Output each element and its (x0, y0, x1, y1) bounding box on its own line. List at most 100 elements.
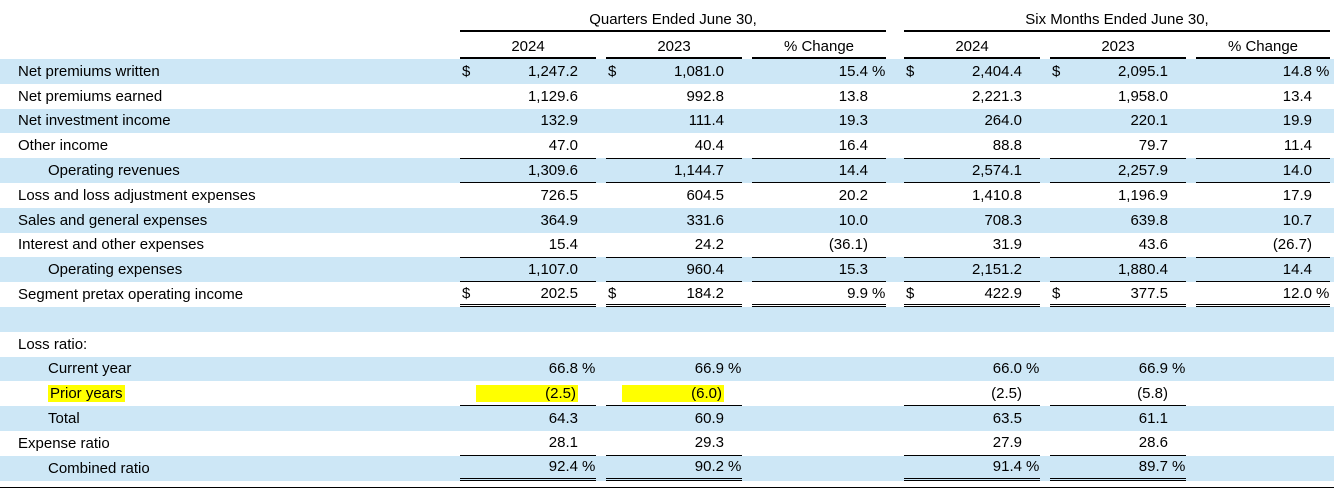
segment-pretax-operating-income-label-text: Segment pretax operating income (18, 286, 244, 304)
cell-value: 28.6 (1138, 434, 1168, 452)
loss-ratio-prior-years-q2023: (6.0) (606, 381, 742, 407)
cell-value: 960.4 (686, 261, 724, 279)
dollar-sign: $ (608, 284, 617, 302)
expense-ratio-s2024: 27.9 (904, 431, 1040, 456)
expense-ratio-q2024: 28.1 (460, 431, 596, 456)
cell-value: 1,958.0 (1117, 87, 1168, 105)
col-header-s-pct-change: % Change (1196, 32, 1330, 59)
percent-sign: % (1316, 62, 1330, 80)
col-header-s-2024: 2024 (904, 32, 1040, 59)
net-investment-income-q2023: 111.4 (606, 109, 742, 134)
operating-expenses-q2024: 1,107.0 (460, 257, 596, 283)
sales-and-general-expenses-s2024: 708.3 (904, 208, 1040, 233)
row-combined-ratio: Combined ratio 92.4% 90.2% 91.4% 89.7% (0, 455, 1334, 481)
loss-ratio-prior-years-q-pct-change (752, 381, 886, 406)
cell-value: 111.4 (688, 112, 724, 130)
percent-sign: % (728, 458, 742, 476)
percent-sign: % (1316, 284, 1330, 302)
operating-revenues-q2023: 1,144.7 (606, 158, 742, 183)
row-operating-revenues: Operating revenues 1,309.6 1,144.7 14.4 2,57… (0, 158, 1334, 183)
loss-ratio-current-year-s-pct-change (1196, 357, 1330, 382)
bottom-rule (0, 486, 1334, 488)
interest-and-other-expenses-label: Interest and other expenses (0, 233, 460, 258)
segment-pretax-operating-income-s2024: $422.9 (904, 282, 1040, 307)
cell-value: 11.4 (1283, 137, 1312, 155)
net-investment-income-label-text: Net investment income (18, 112, 171, 130)
col-header-q-2023: 2023 (606, 32, 742, 59)
cell-value: 92.4 (548, 458, 578, 476)
cell-value: 47.0 (548, 137, 578, 155)
table-header-groups: Quarters Ended June 30, Six Months Ended… (0, 3, 1334, 32)
cell-value: 264.0 (984, 112, 1022, 130)
net-premiums-written-label-text: Net premiums written (18, 62, 160, 80)
col-header-s-2023: 2023 (1050, 32, 1186, 59)
cell-value: 132.9 (540, 112, 578, 130)
other-income-label: Other income (0, 133, 460, 158)
cell-value: 60.9 (694, 410, 724, 428)
other-income-s2023: 79.7 (1050, 133, 1186, 158)
cell-value: 15.4 (838, 62, 868, 80)
operating-revenues-s-pct-change: 14.0 (1196, 158, 1330, 183)
loss-and-loss-adjustment-expenses-q-pct-change: 20.2 (752, 183, 886, 208)
cell-value: 10.7 (1282, 211, 1312, 229)
cell-value: (6.0) (622, 384, 724, 402)
operating-expenses-s2024: 2,151.2 (904, 257, 1040, 283)
loss-ratio-prior-years-q2024: (2.5) (460, 381, 596, 407)
net-premiums-earned-s2023: 1,958.0 (1050, 84, 1186, 109)
loss-ratio-total-s-pct-change (1196, 406, 1330, 431)
net-investment-income-s2023: 220.1 (1050, 109, 1186, 134)
row-spacer (0, 306, 1334, 332)
cell-value: 13.8 (838, 87, 868, 105)
operating-revenues-label: Operating revenues (0, 158, 460, 183)
dollar-sign: $ (1052, 284, 1061, 302)
dollar-sign: $ (1052, 62, 1061, 80)
cell-value: 604.5 (686, 186, 724, 204)
row-sales-and-general-expenses: Sales and general expenses 364.9 331.6 10.0… (0, 207, 1334, 233)
operating-revenues-label-text: Operating revenues (48, 162, 180, 180)
cell-value: 40.4 (694, 137, 724, 155)
combined-ratio-s2024: 91.4% (904, 456, 1040, 481)
cell-value: (2.5) (476, 384, 578, 402)
net-investment-income-s-pct-change: 19.9 (1196, 109, 1330, 134)
cell-value: 2,151.2 (971, 261, 1022, 279)
cell-value: (5.8) (1137, 384, 1168, 402)
other-income-s-pct-change: 11.4 (1196, 133, 1330, 158)
sales-and-general-expenses-q-pct-change: 10.0 (752, 208, 886, 233)
spacer-label (0, 307, 460, 332)
loss-ratio-prior-years-s2023: (5.8) (1050, 381, 1186, 407)
interest-and-other-expenses-q2024: 15.4 (460, 233, 596, 258)
interest-and-other-expenses-s2024: 31.9 (904, 233, 1040, 258)
net-investment-income-q2024: 132.9 (460, 109, 596, 134)
net-premiums-written-q-pct-change: 15.4% (752, 59, 886, 84)
cell-value: 1,081.0 (673, 62, 724, 80)
percent-sign: % (872, 62, 886, 80)
loss-ratio-prior-years-s-pct-change (1196, 381, 1330, 406)
cell-value: 14.4 (1282, 261, 1312, 279)
cell-value: 64.3 (548, 410, 578, 428)
header-group-quarters: Quarters Ended June 30, (460, 3, 886, 32)
cell-value: 61.1 (1138, 410, 1168, 428)
table-header-columns: 2024 2023 % Change 2024 2023 % Change (0, 32, 1334, 59)
combined-ratio-s-pct-change (1196, 456, 1330, 481)
cell-value: 27.9 (992, 434, 1022, 452)
cell-value: 14.0 (1282, 162, 1312, 180)
cell-value: 2,404.4 (971, 62, 1022, 80)
financial-results-table: Quarters Ended June 30, Six Months Ended… (0, 3, 1334, 488)
loss-ratio-current-year-q-pct-change (752, 357, 886, 382)
dollar-sign: $ (462, 284, 471, 302)
loss-and-loss-adjustment-expenses-s-pct-change: 17.9 (1196, 183, 1330, 208)
cell-value: 15.4 (548, 236, 578, 254)
cell-value: 2,095.1 (1117, 62, 1168, 80)
cell-value: 89.7 (1138, 458, 1168, 476)
net-investment-income-label: Net investment income (0, 109, 460, 134)
combined-ratio-q-pct-change (752, 456, 886, 481)
loss-ratio-prior-years-label-text: Prior years (48, 385, 125, 403)
operating-revenues-q-pct-change: 14.4 (752, 158, 886, 183)
cell-value: (36.1) (828, 236, 868, 254)
cell-value: 79.7 (1138, 137, 1168, 155)
loss-and-loss-adjustment-expenses-label-text: Loss and loss adjustment expenses (18, 186, 256, 204)
combined-ratio-q2024: 92.4% (460, 456, 596, 481)
col-header-q-2024: 2024 (460, 32, 596, 59)
operating-revenues-q2024: 1,309.6 (460, 158, 596, 183)
dollar-sign: $ (906, 284, 915, 302)
